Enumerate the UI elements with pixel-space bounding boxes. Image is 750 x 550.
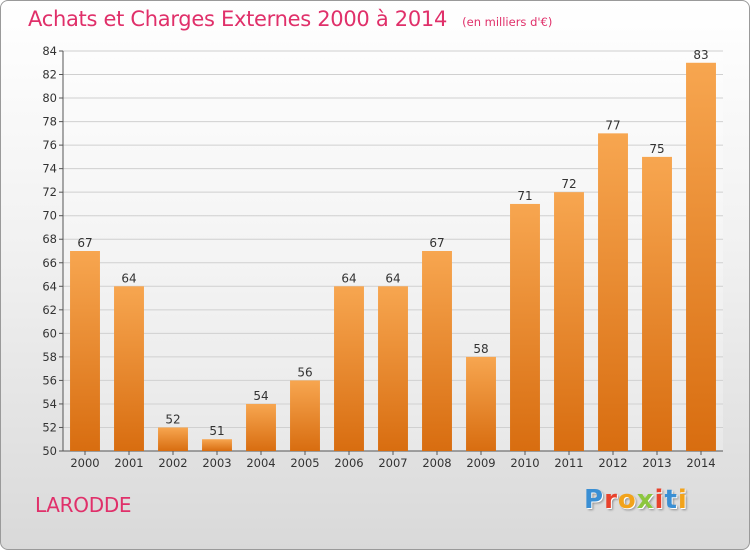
y-tick-label: 52 — [42, 420, 57, 434]
bar — [70, 251, 100, 451]
y-tick-label: 56 — [42, 373, 57, 387]
bar-value-label: 67 — [77, 236, 92, 250]
bar-value-label: 77 — [605, 118, 620, 132]
bar — [642, 156, 672, 451]
logo-letter: o — [617, 485, 637, 515]
x-tick-label: 2007 — [378, 456, 407, 470]
x-tick-label: 2008 — [422, 456, 451, 470]
y-tick-label: 84 — [42, 44, 57, 58]
bar-value-label: 54 — [253, 389, 268, 403]
location-label: LARODDE — [35, 493, 132, 517]
bar — [466, 356, 496, 451]
y-tick-label: 78 — [42, 115, 57, 129]
chart-title-block: Achats et Charges Externes 2000 à 2014 (… — [28, 7, 552, 31]
x-tick-label: 2002 — [158, 456, 187, 470]
bar-value-label: 83 — [693, 48, 708, 62]
bar-value-label: 52 — [165, 412, 180, 426]
logo-letter: x — [636, 485, 655, 515]
bar-value-label: 67 — [429, 236, 444, 250]
bar — [422, 251, 452, 451]
y-tick-label: 54 — [42, 397, 57, 411]
bar — [246, 403, 276, 451]
logo-letter: t — [664, 485, 678, 515]
y-tick-label: 58 — [42, 350, 57, 364]
logo-letter: i — [677, 485, 688, 515]
bar-value-label: 64 — [121, 271, 136, 285]
x-tick-label: 2001 — [114, 456, 143, 470]
bar-value-label: 64 — [341, 271, 356, 285]
x-tick-label: 2004 — [246, 456, 275, 470]
y-tick-label: 66 — [42, 256, 57, 270]
bar-value-label: 51 — [209, 424, 224, 438]
logo-letter: i — [654, 485, 665, 515]
logo-letter: P — [584, 485, 605, 515]
x-tick-label: 2012 — [598, 456, 627, 470]
bar — [510, 203, 540, 451]
bar-value-label: 56 — [297, 365, 312, 379]
x-tick-label: 2013 — [642, 456, 671, 470]
x-tick-label: 2006 — [334, 456, 363, 470]
x-tick-label: 2010 — [510, 456, 539, 470]
bar — [158, 427, 188, 451]
y-tick-label: 76 — [42, 138, 57, 152]
x-tick-label: 2000 — [70, 456, 99, 470]
chart-title: Achats et Charges Externes 2000 à 2014 — [28, 7, 448, 31]
x-tick-label: 2009 — [466, 456, 495, 470]
bar — [202, 439, 232, 451]
y-tick-label: 74 — [42, 162, 57, 176]
proxiti-logo: Proxiti — [584, 485, 688, 515]
bar — [554, 192, 584, 452]
bar — [686, 62, 716, 451]
x-tick-label: 2014 — [686, 456, 715, 470]
bar-value-label: 75 — [649, 142, 664, 156]
bar — [114, 286, 144, 451]
y-tick-label: 68 — [42, 232, 57, 246]
bar-value-label: 58 — [473, 342, 488, 356]
bar-value-label: 71 — [517, 189, 532, 203]
bar — [290, 380, 320, 451]
bar-value-label: 64 — [385, 271, 400, 285]
y-tick-label: 82 — [42, 68, 57, 82]
x-tick-label: 2005 — [290, 456, 319, 470]
bar — [378, 286, 408, 451]
y-tick-label: 72 — [42, 185, 57, 199]
y-tick-label: 62 — [42, 303, 57, 317]
logo-letter: r — [604, 485, 618, 515]
bar — [334, 286, 364, 451]
x-tick-label: 2011 — [554, 456, 583, 470]
bar — [598, 133, 628, 451]
y-tick-label: 80 — [42, 91, 57, 105]
y-tick-label: 60 — [42, 326, 57, 340]
y-tick-label: 50 — [42, 444, 57, 458]
x-tick-label: 2003 — [202, 456, 231, 470]
y-tick-label: 70 — [42, 209, 57, 223]
chart-subtitle: (en milliers d'€) — [462, 15, 553, 29]
bar-value-label: 72 — [561, 177, 576, 191]
y-tick-label: 64 — [42, 279, 57, 293]
